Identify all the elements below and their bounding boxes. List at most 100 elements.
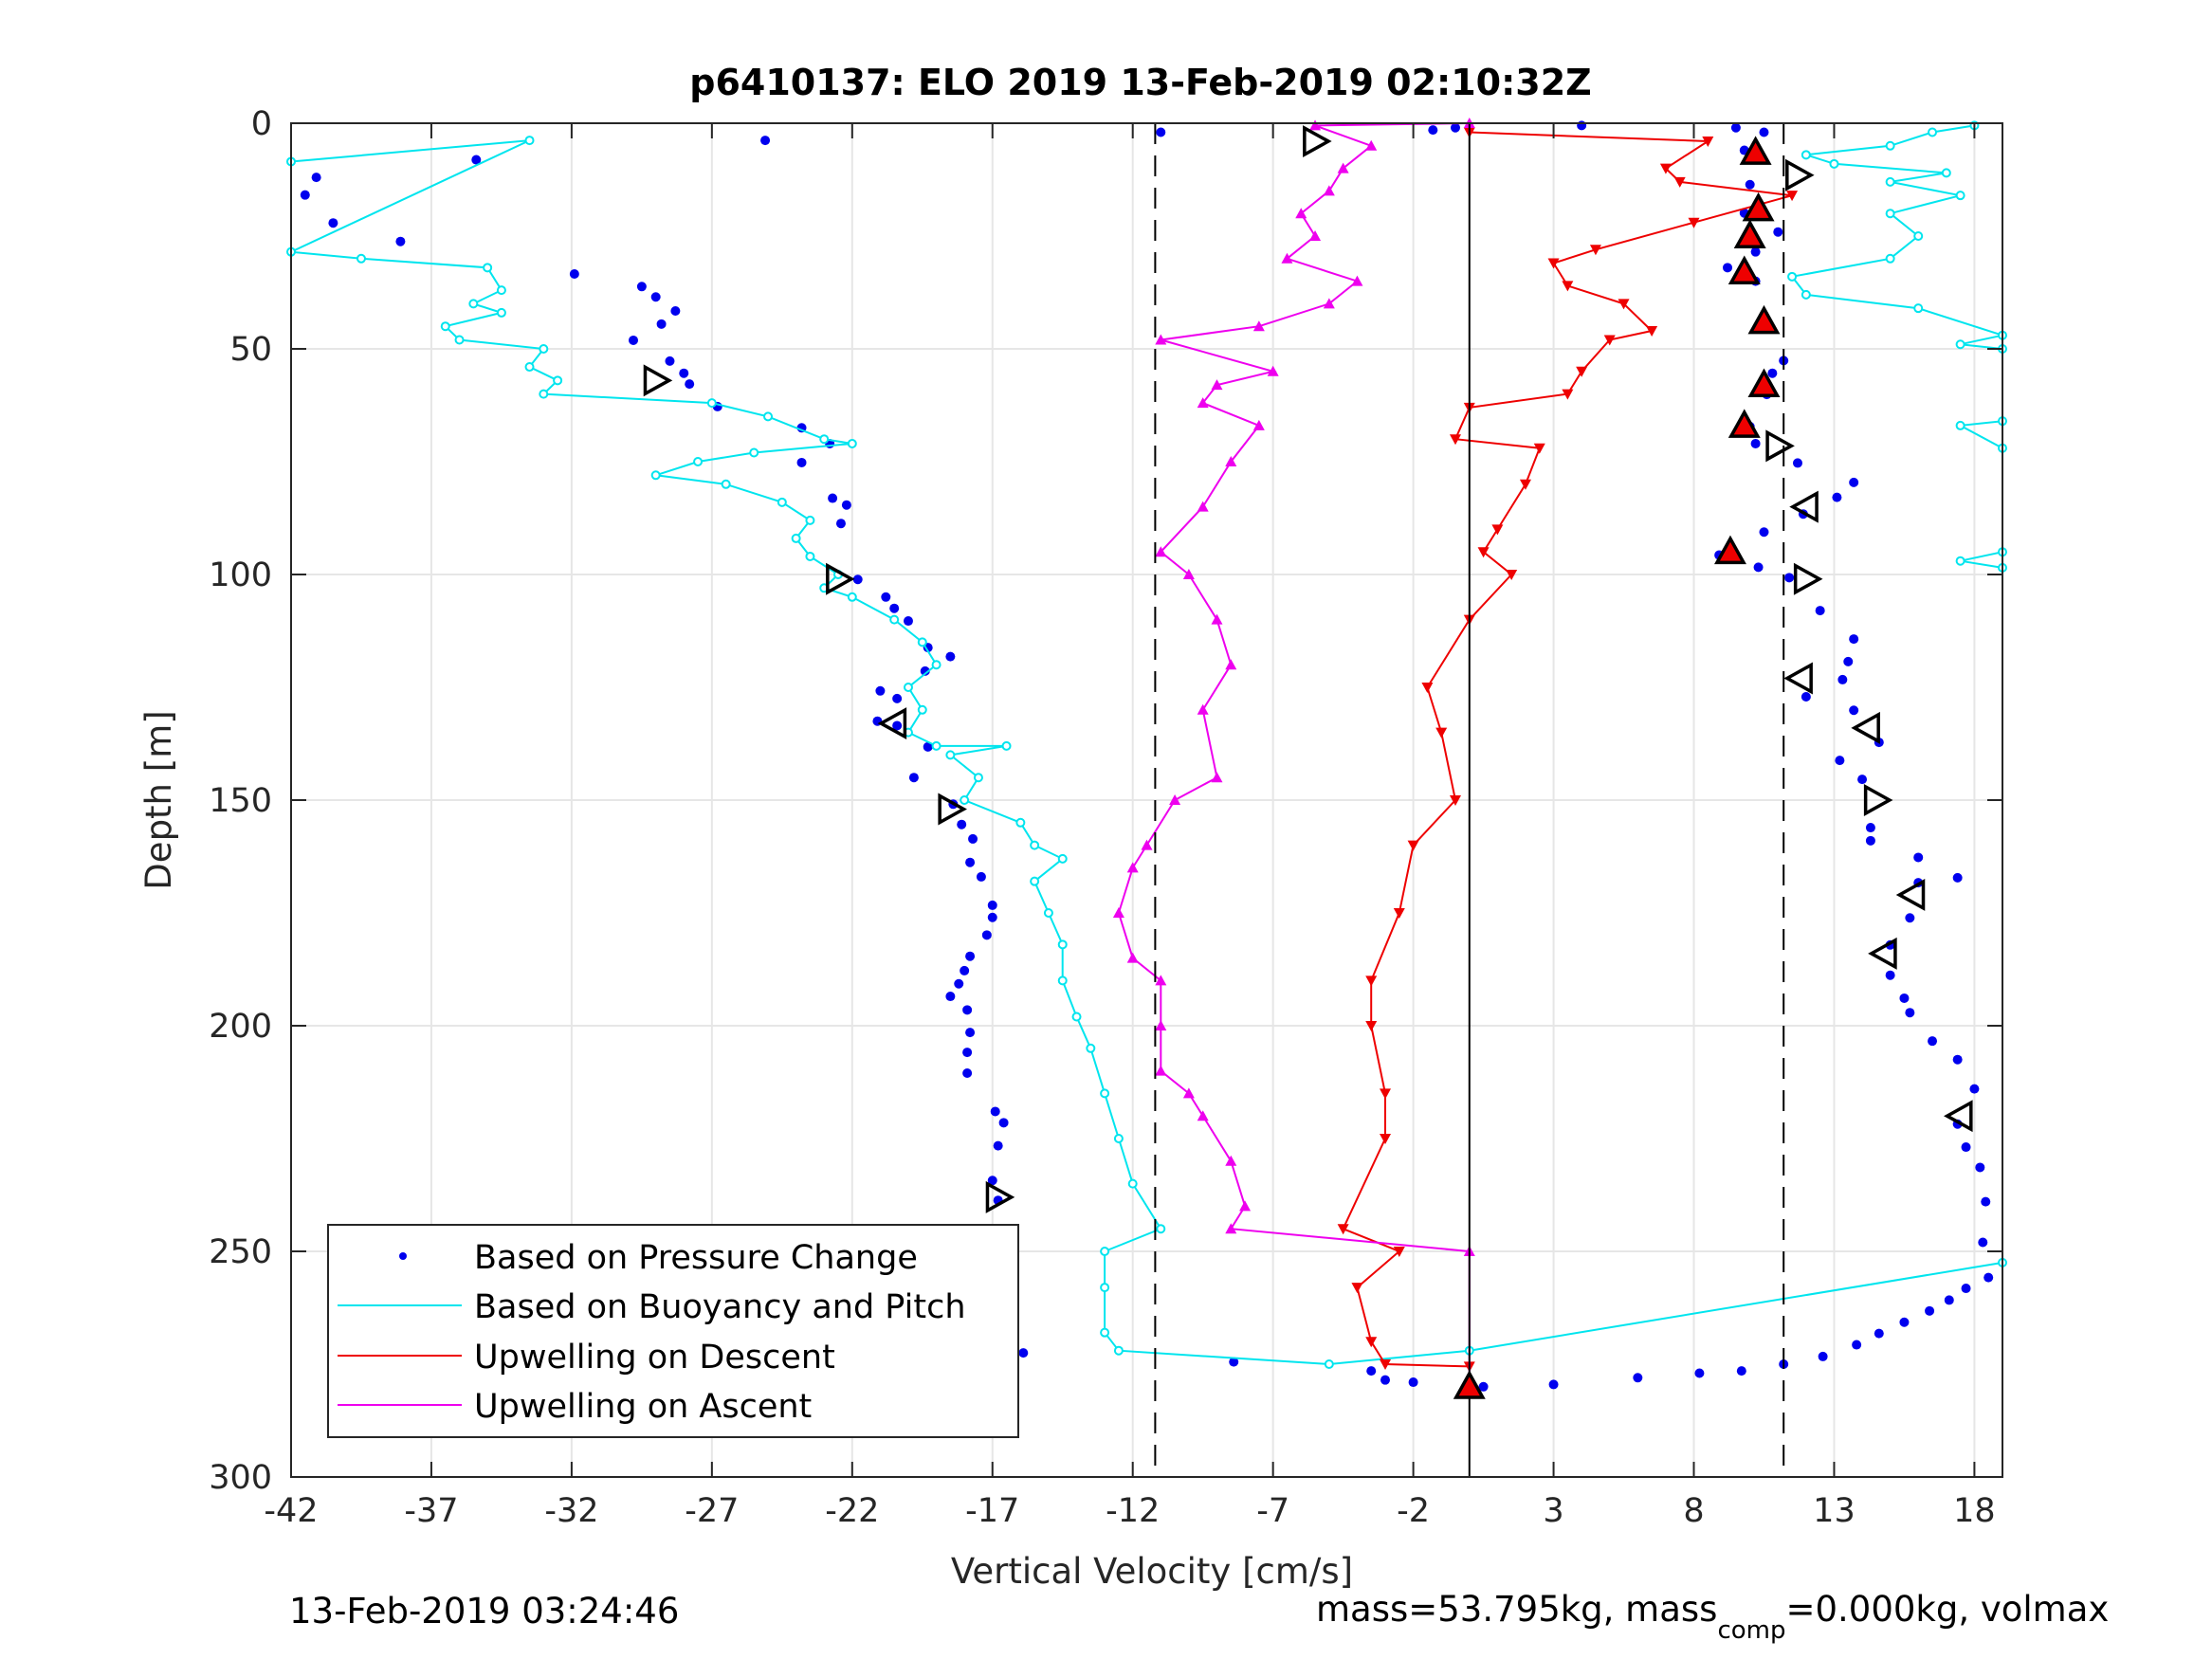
buoyancy-point: [973, 773, 983, 783]
buoyancy-point: [706, 398, 717, 409]
buoyancy-point: [931, 660, 941, 670]
buoyancy-point: [468, 299, 479, 309]
pressure-point: [311, 173, 321, 183]
descent-point: [1547, 258, 1560, 269]
triangle-marker-up: [1453, 1370, 1486, 1399]
pressure-point: [1874, 1328, 1884, 1339]
footer-mass-info: mass=53.795kg, masscomp=0.000kg, volmax: [1316, 1589, 2109, 1645]
descent-point: [1407, 840, 1419, 851]
buoyancy-point: [1885, 140, 1895, 151]
pressure-point: [656, 319, 667, 329]
y-tick-label: 0: [251, 105, 272, 143]
ascent-point: [1141, 839, 1153, 850]
pressure-point: [892, 720, 903, 731]
triangle-marker-up: [1714, 535, 1746, 565]
pressure-point: [1852, 1340, 1862, 1350]
buoyancy-point: [1801, 289, 1811, 300]
pressure-point: [1928, 1036, 1938, 1047]
buoyancy-point: [917, 704, 927, 715]
descent-point: [1673, 176, 1686, 188]
pressure-point: [679, 368, 689, 378]
x-tick-label: -27: [685, 1492, 739, 1530]
pressure-point: [1745, 179, 1755, 190]
pressure-point: [1759, 127, 1769, 137]
descent-point: [1603, 335, 1616, 346]
descent-point: [1562, 389, 1574, 400]
pressure-point: [841, 500, 851, 510]
ascent-point: [1211, 772, 1223, 783]
buoyancy-point: [1071, 1012, 1082, 1022]
pressure-point: [569, 268, 579, 279]
pressure-point: [1694, 1368, 1705, 1378]
pressure-point: [1784, 573, 1795, 583]
buoyancy-point: [1100, 1247, 1110, 1256]
pressure-point: [903, 616, 913, 627]
descent-point: [1618, 299, 1630, 310]
triangle-marker-left: [1783, 662, 1813, 695]
buoyancy-point: [721, 479, 731, 489]
buoyancy-point: [931, 740, 941, 751]
descent-point: [1646, 325, 1658, 337]
buoyancy-point: [847, 592, 857, 602]
pressure-point: [1978, 1237, 1988, 1248]
triangle-marker-right: [1765, 429, 1795, 463]
pressure-point: [1408, 1377, 1418, 1388]
buoyancy-point: [1885, 209, 1895, 219]
pressure-point: [962, 1048, 973, 1058]
legend-swatch-pressure: [399, 1252, 407, 1260]
descent-point: [1576, 366, 1588, 377]
pressure-point: [1577, 120, 1587, 131]
buoyancy-point: [847, 438, 857, 448]
buoyancy-point: [903, 683, 913, 692]
x-tick-label: 3: [1543, 1492, 1563, 1530]
pressure-point: [1961, 1142, 1971, 1153]
legend-label-ascent: Upwelling on Ascent: [474, 1388, 812, 1426]
pressure-point: [1865, 823, 1875, 833]
triangle-marker-left: [1789, 490, 1819, 523]
footer-mass-prefix: mass=53.795kg, mass: [1316, 1589, 1717, 1630]
buoyancy-point: [454, 335, 465, 345]
pressure-point: [1899, 993, 1910, 1003]
legend-entry-ascent: Upwelling on Ascent: [338, 1388, 812, 1426]
pressure-point: [1750, 246, 1761, 257]
pressure-point: [1837, 674, 1848, 684]
buoyancy-point: [805, 551, 815, 561]
triangle-marker-right: [938, 793, 967, 826]
pressure-point: [990, 1106, 1000, 1117]
buoyancy-point: [1787, 271, 1798, 282]
ascent-point: [1225, 1223, 1237, 1234]
pressure-point: [998, 1118, 1009, 1128]
buoyancy-point: [1113, 1134, 1124, 1143]
buoyancy-point: [1057, 853, 1068, 864]
descent-point: [1365, 1337, 1378, 1348]
pressure-point: [987, 912, 997, 922]
pressure-point: [993, 1140, 1003, 1151]
pressure-point: [1750, 438, 1761, 448]
buoyancy-point: [1913, 231, 1924, 241]
triangle-markers: [643, 125, 1973, 1399]
x-tick-label: -32: [544, 1492, 598, 1530]
triangle-marker-right: [1793, 562, 1823, 595]
pressure-point: [1736, 1366, 1746, 1376]
buoyancy-point: [763, 411, 774, 422]
footer-mass-subscript: comp: [1717, 1616, 1785, 1645]
pressure-point: [889, 603, 900, 613]
pressure-point: [1366, 1366, 1377, 1376]
pressure-point: [1885, 970, 1895, 980]
ascent-point: [1126, 862, 1139, 873]
pressure-point: [1633, 1373, 1643, 1383]
y-tick-label: 200: [209, 1008, 272, 1046]
pressure-point: [1975, 1162, 1985, 1173]
buoyancy-point: [945, 750, 956, 760]
ascent-point: [1267, 365, 1279, 376]
pressure-point: [945, 651, 956, 662]
descent-point: [1380, 1359, 1392, 1370]
pressure-point: [1229, 1357, 1239, 1367]
chart-title: p6410137: ELO 2019 13-Feb-2019 02:10:32Z: [689, 62, 1591, 103]
buoyancy-point: [960, 795, 970, 805]
ascent-point: [1225, 659, 1237, 670]
descent-point: [1659, 163, 1672, 174]
pressure-point: [1952, 872, 1963, 883]
buoyancy-point: [1801, 150, 1811, 160]
pressure-point: [828, 493, 838, 503]
